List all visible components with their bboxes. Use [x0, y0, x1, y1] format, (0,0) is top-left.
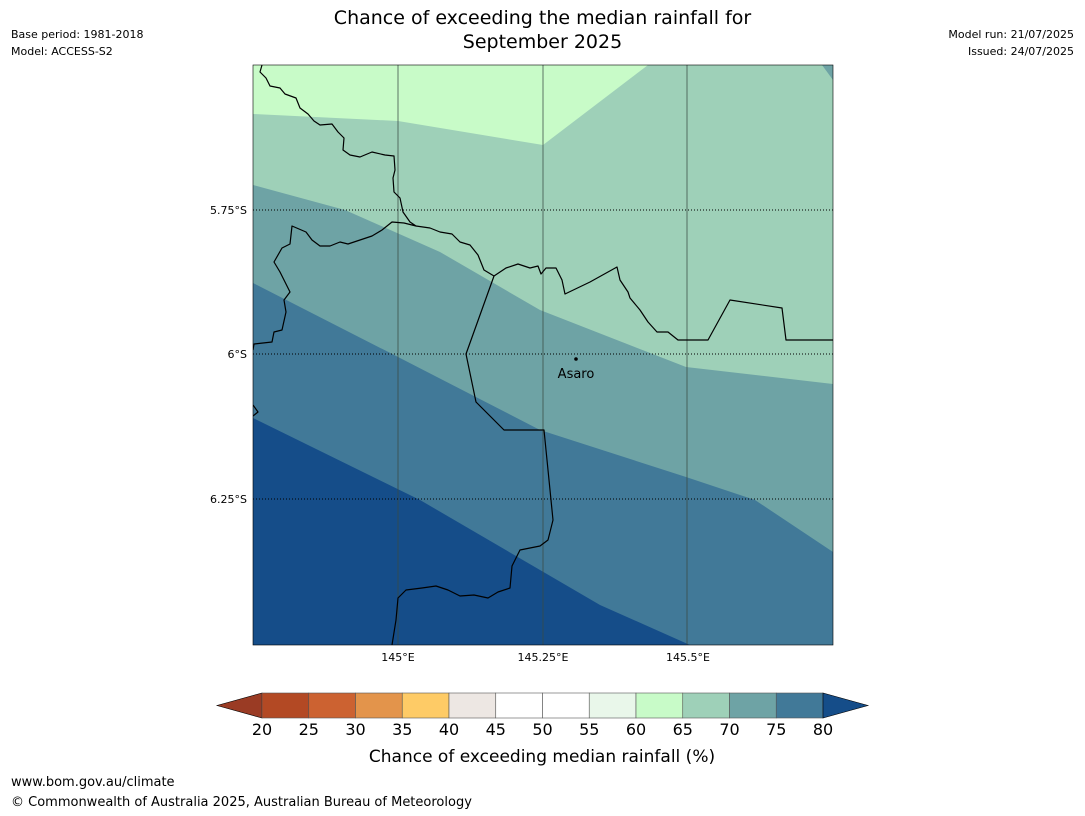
colorbar-tick-label: 70 — [719, 720, 739, 739]
band-60-65 — [253, 65, 648, 145]
colorbar-title: Chance of exceeding median rainfall (%) — [369, 747, 715, 767]
model-text: Model: ACCESS-S2 — [11, 45, 113, 58]
colorbar-tick-labels: 20 25 30 35 40 45 50 55 60 65 70 75 80 — [252, 720, 833, 739]
meta-left: Base period: 1981-2018 Model: ACCESS-S2 — [11, 26, 143, 60]
colorbar-segment — [261, 692, 310, 719]
colorbar-segment — [682, 692, 730, 719]
colorbar-segment — [401, 692, 450, 719]
map-frame — [252, 64, 834, 646]
lat-label-5-75s: 5.75°S — [210, 204, 247, 217]
lat-label-6s: 6°S — [228, 348, 247, 361]
lon-label-145-5e: 145.5°E — [666, 651, 710, 664]
colorbar-segment — [448, 692, 497, 719]
colorbar-tick-label: 35 — [392, 720, 412, 739]
band-70-75-corner — [822, 65, 833, 80]
map-title: Chance of exceeding the median rainfall … — [0, 6, 1085, 54]
colorbar-tick-label: 30 — [345, 720, 365, 739]
colorbar-segment — [308, 692, 356, 719]
colorbar-segments — [261, 692, 824, 719]
base-period-text: Base period: 1981-2018 — [11, 28, 144, 41]
colorbar-tick-label: 20 — [252, 720, 272, 739]
colorbar-segment — [729, 692, 777, 719]
colorbar-under-arrow — [215, 692, 263, 719]
lon-label-145-25e: 145.25°E — [518, 651, 569, 664]
colorbar-tick-label: 75 — [766, 720, 786, 739]
asaro-marker — [574, 357, 578, 361]
lon-label-145e: 145°E — [381, 651, 414, 664]
title-line-2: September 2025 — [462, 31, 623, 53]
colorbar-segment — [635, 692, 684, 719]
colorbar-tick-label: 65 — [673, 720, 693, 739]
colorbar-tick-label: 40 — [439, 720, 459, 739]
footer-copyright: © Commonwealth of Australia 2025, Austra… — [11, 795, 472, 810]
colorbar-segment — [542, 692, 590, 719]
meta-right: Model run: 21/07/2025 Issued: 24/07/2025 — [948, 26, 1074, 60]
colorbar-tick-label: 60 — [626, 720, 646, 739]
colorbar-segment — [588, 692, 637, 719]
forecast-map — [253, 65, 833, 645]
colorbar-segment — [775, 692, 824, 719]
colorbar-over-arrow — [822, 692, 870, 719]
colorbar-segment — [495, 692, 543, 719]
colorbar-tick-label: 45 — [486, 720, 506, 739]
colorbar-tick-label: 55 — [579, 720, 599, 739]
title-line-1: Chance of exceeding the median rainfall … — [333, 7, 752, 29]
footer-url[interactable]: www.bom.gov.au/climate — [11, 775, 175, 790]
colorbar-tick-label: 50 — [532, 720, 552, 739]
model-run-text: Model run: 21/07/2025 — [948, 28, 1074, 41]
issued-text: Issued: 24/07/2025 — [967, 45, 1074, 58]
place-label-asaro: Asaro — [558, 367, 595, 382]
colorbar-tick-label: 25 — [299, 720, 319, 739]
colorbar-tick-label: 80 — [813, 720, 833, 739]
lat-label-6-25s: 6.25°S — [210, 493, 247, 506]
province-boundaries — [253, 65, 833, 645]
colorbar-segment — [355, 692, 403, 719]
colorbar: 20 25 30 35 40 45 50 55 60 65 70 75 80 — [215, 692, 870, 739]
